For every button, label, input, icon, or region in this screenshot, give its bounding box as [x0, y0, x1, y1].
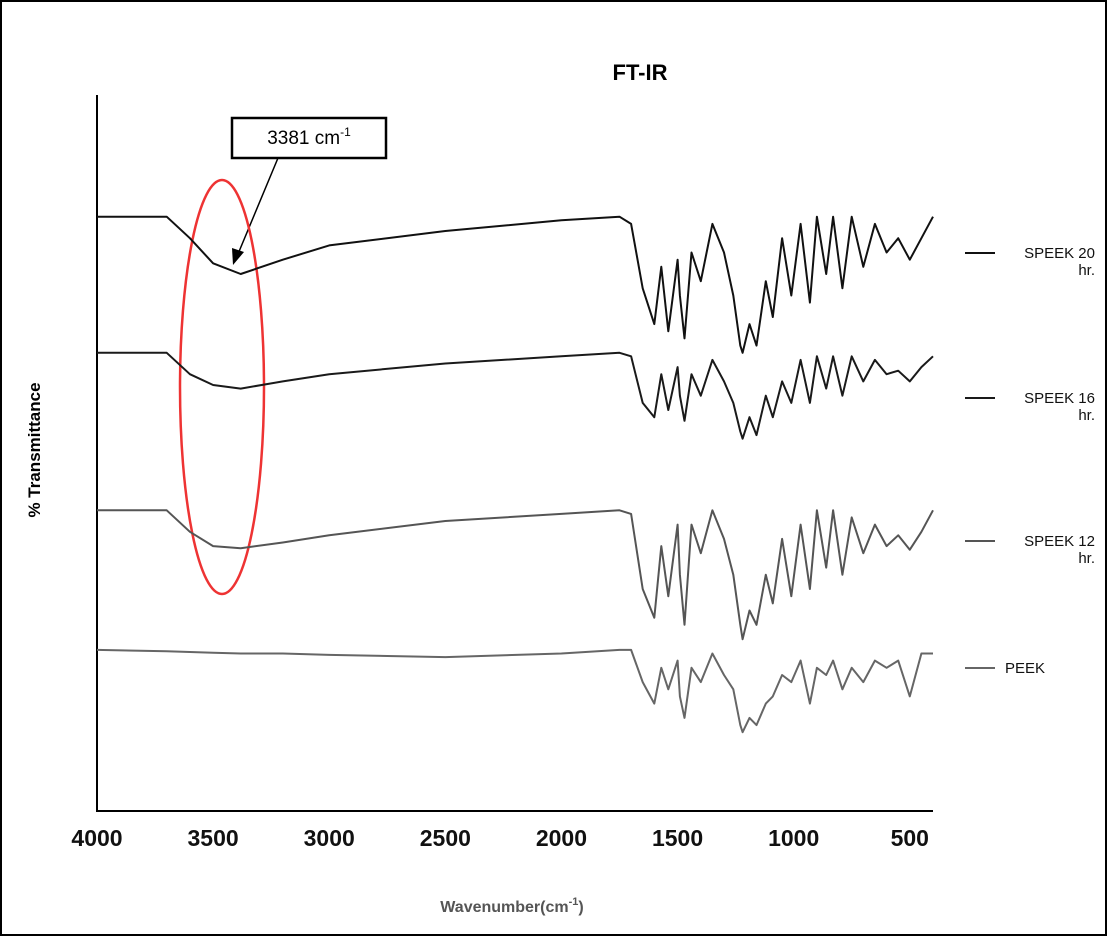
x-tick-label: 1500 [652, 825, 703, 851]
annotation-text: 3381 cm [267, 128, 340, 149]
x-tick-label: 500 [891, 825, 929, 851]
annotation-arrow [237, 157, 279, 255]
annotation-box [230, 116, 388, 160]
annotation: 3381 cm-1 [267, 125, 351, 149]
arrow-head [232, 248, 244, 265]
marks: 4000 3500 3000 2500 2000 1500 1000 500 [71, 215, 995, 851]
x-label-text: Wavenumber(cm [440, 899, 568, 916]
x-tick-label: 2000 [536, 825, 587, 851]
legend-label: SPEEK 20 hr. [1024, 245, 1095, 279]
legend-label: SPEEK 12 hr. [1024, 533, 1095, 567]
annotation-sup: -1 [340, 125, 351, 139]
x-tick-label: 1000 [768, 825, 819, 851]
y-axis-label: % Transmittance [25, 382, 44, 517]
x-label-sup: -1 [569, 896, 579, 908]
x-tick-label: 4000 [71, 825, 122, 851]
legend-label: PEEK [1005, 660, 1046, 677]
spectrum-line [97, 215, 934, 354]
spectrum-line [96, 648, 933, 734]
spectrum-line [97, 509, 934, 641]
legend-label: SPEEK 16 hr. [1024, 390, 1095, 424]
x-label-end: ) [578, 899, 583, 916]
x-tick-label: 2500 [420, 825, 471, 851]
chart-title: FT-IR [613, 60, 668, 85]
spectrum-line [97, 351, 934, 440]
x-tick-label: 3500 [188, 825, 239, 851]
x-tick-label: 3000 [304, 825, 355, 851]
x-axis-label: Wavenumber(cm-1) [440, 896, 583, 916]
highlight-ellipse [178, 178, 266, 596]
